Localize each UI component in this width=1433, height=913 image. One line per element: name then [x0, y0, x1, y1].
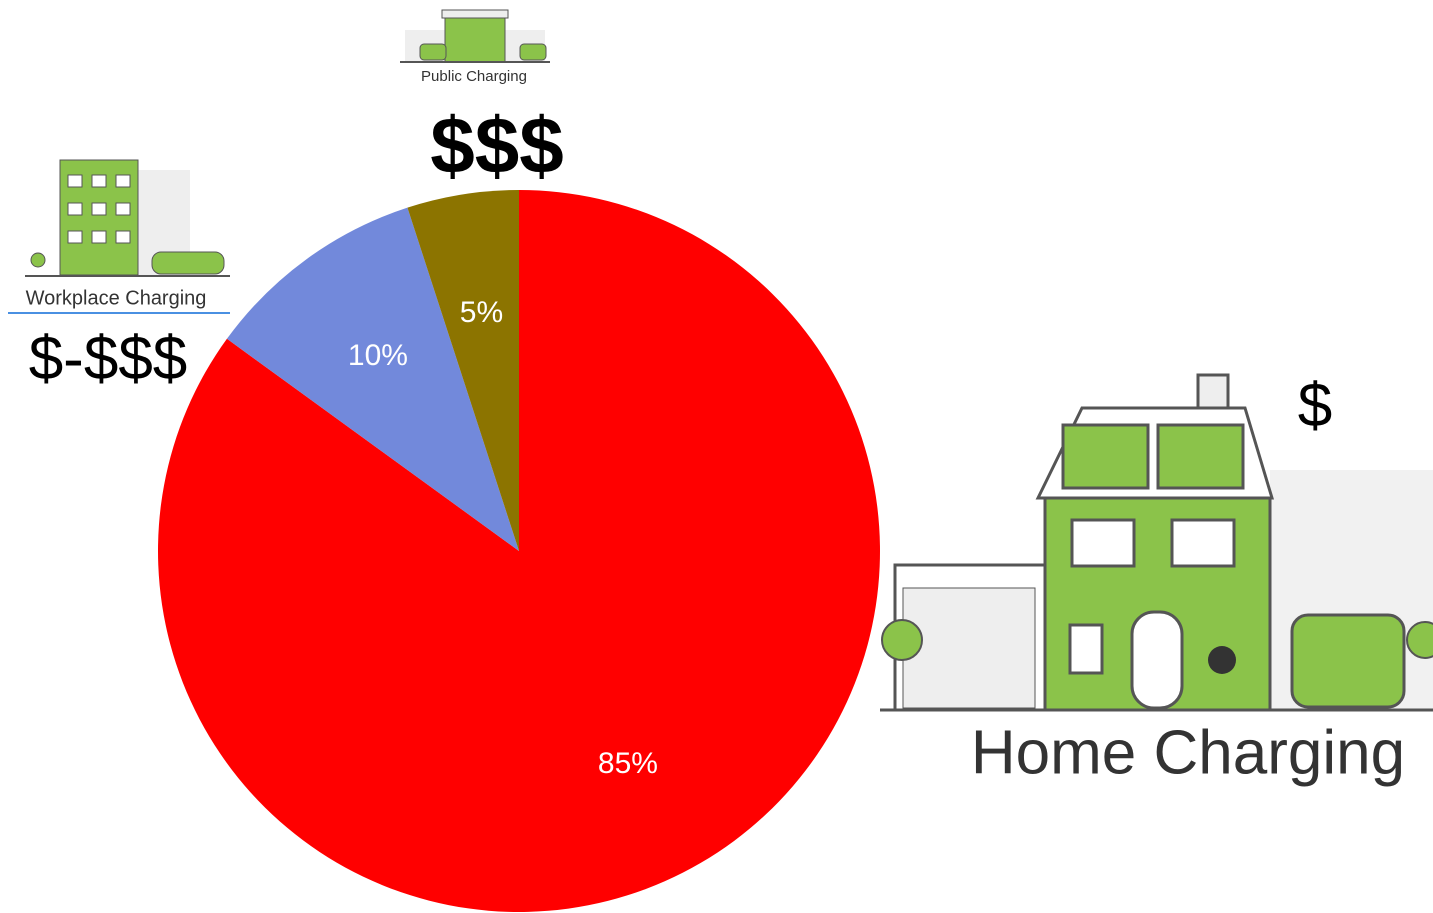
pie-slice: [226, 207, 519, 552]
cost-label: $: [1298, 371, 1332, 440]
value-label: 85%: [598, 747, 658, 780]
value-label: 5%: [460, 296, 503, 329]
value-label: 10%: [348, 339, 408, 372]
cost-label: $-$$$: [29, 324, 188, 393]
category-label: Home Charging: [971, 718, 1405, 787]
pie-slice: [407, 190, 519, 551]
pie-slice: [157, 190, 880, 912]
cost-label: $$$: [430, 101, 563, 190]
public-charging-icon: [400, 9, 550, 63]
category-label: Public Charging: [421, 68, 527, 85]
category-label: Workplace Charging: [26, 287, 207, 309]
home-charging-icon: [880, 373, 1433, 712]
workplace-charging-icon: [25, 159, 230, 277]
